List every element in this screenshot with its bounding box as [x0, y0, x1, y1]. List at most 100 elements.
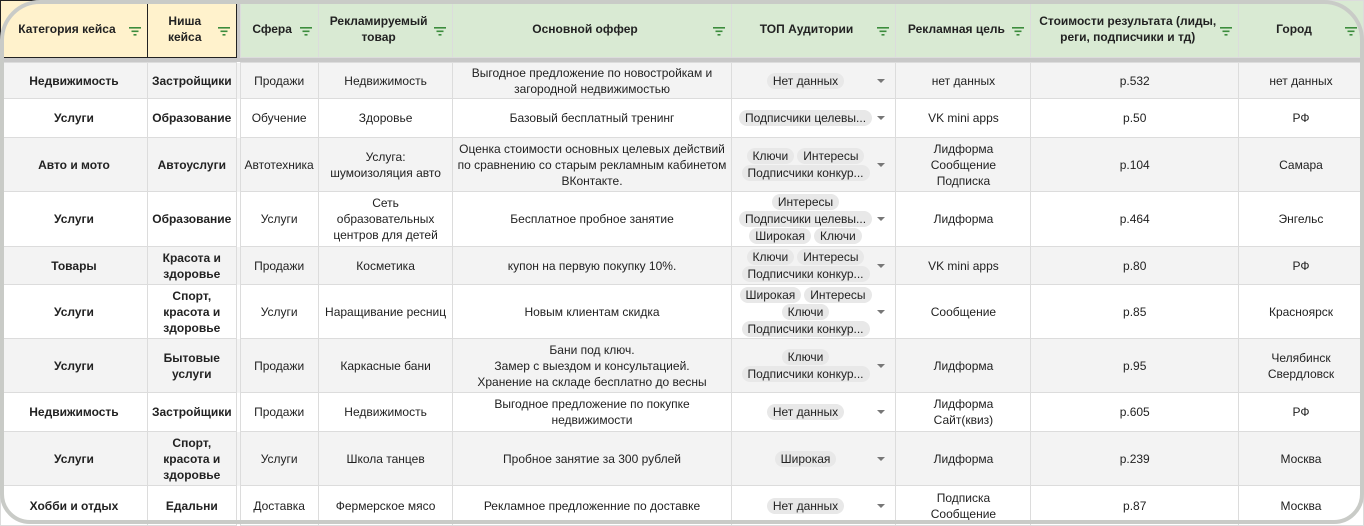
- cell-niche[interactable]: Красота и здоровье: [146, 246, 237, 285]
- cell-product[interactable]: Наращивание ресниц: [317, 284, 454, 339]
- cell-category[interactable]: Услуги: [0, 284, 148, 339]
- cell-cost[interactable]: р.85: [1030, 284, 1239, 339]
- column-header-goal[interactable]: Рекламная цель: [895, 0, 1032, 58]
- cell-offer[interactable]: Новым клиентам скидка: [452, 284, 732, 339]
- filter-icon[interactable]: [128, 24, 141, 36]
- cell-sphere[interactable]: Продажи: [239, 338, 319, 393]
- dropdown-arrow-icon[interactable]: [877, 217, 886, 221]
- cell-sphere[interactable]: Услуги: [239, 191, 319, 247]
- cell-offer[interactable]: Пробное занятие за 300 рублей: [452, 431, 732, 486]
- cell-offer[interactable]: Бани под ключ. Замер с выездом и консуль…: [452, 338, 732, 393]
- filter-icon[interactable]: [434, 24, 447, 36]
- cell-category[interactable]: Услуги: [0, 338, 148, 393]
- dropdown-arrow-icon[interactable]: [877, 410, 886, 414]
- cell-product[interactable]: Недвижимость: [317, 62, 454, 99]
- column-header-cost[interactable]: Стоимости результата (лиды, реги, подпис…: [1030, 0, 1239, 58]
- cell-category[interactable]: Услуги: [0, 98, 148, 138]
- cell-niche[interactable]: Едальни: [146, 485, 237, 526]
- cell-offer[interactable]: Базовый бесплатный тренинг: [452, 98, 732, 138]
- cell-offer[interactable]: Оценка стоимости основных целевых действ…: [452, 137, 732, 192]
- cell-cost[interactable]: р.95: [1030, 338, 1239, 393]
- cell-category[interactable]: Товары: [0, 246, 148, 285]
- cell-city[interactable]: Энгельс: [1237, 191, 1364, 247]
- cell-audiences[interactable]: Ключи Интересы Подписчики конкур...: [730, 137, 897, 192]
- cell-sphere[interactable]: Услуги: [239, 284, 319, 339]
- column-header-city[interactable]: Город: [1237, 0, 1364, 58]
- cell-sphere[interactable]: Обучение: [239, 98, 319, 138]
- cell-category[interactable]: Недвижимость: [0, 392, 148, 432]
- cell-goal[interactable]: Лидформа: [895, 431, 1032, 486]
- dropdown-arrow-icon[interactable]: [877, 309, 886, 314]
- cell-niche[interactable]: Спорт, красота и здоровье: [146, 431, 237, 486]
- cell-city[interactable]: РФ: [1237, 392, 1364, 432]
- cell-product[interactable]: Фермерское мясо: [317, 485, 454, 526]
- column-header-sphere[interactable]: Сфера: [239, 0, 319, 58]
- cell-niche[interactable]: Застройщики: [146, 62, 237, 99]
- cell-audiences[interactable]: Нет данных: [730, 485, 897, 526]
- cell-niche[interactable]: Застройщики: [146, 392, 237, 432]
- cell-goal[interactable]: Лидформа Сообщение Подписка: [895, 137, 1032, 192]
- cell-goal[interactable]: Лидформа Сайт(квиз): [895, 392, 1032, 432]
- cell-goal[interactable]: Лидформа: [895, 191, 1032, 247]
- cell-niche[interactable]: Спорт, красота и здоровье: [146, 284, 237, 339]
- cell-audiences[interactable]: Ключи Подписчики конкур...: [730, 338, 897, 393]
- cell-city[interactable]: Самара: [1237, 137, 1364, 192]
- cell-sphere[interactable]: Автотехника: [239, 137, 319, 192]
- cell-product[interactable]: Недвижимость: [317, 392, 454, 432]
- filter-icon[interactable]: [1345, 24, 1357, 36]
- cell-offer[interactable]: Бесплатное пробное занятие: [452, 191, 732, 247]
- cell-category[interactable]: Услуги: [0, 191, 148, 247]
- cell-city[interactable]: Челябинск Свердловск: [1237, 338, 1364, 393]
- cell-niche[interactable]: Образование: [146, 98, 237, 138]
- cell-product[interactable]: Сеть образовательных центров для детей: [317, 191, 454, 247]
- filter-icon[interactable]: [877, 24, 890, 36]
- column-header-product[interactable]: Рекламируемый товар: [317, 0, 454, 58]
- dropdown-arrow-icon[interactable]: [877, 503, 886, 508]
- filter-icon[interactable]: [1219, 24, 1232, 36]
- cell-category[interactable]: Хобби и отдых: [0, 485, 148, 526]
- filter-icon[interactable]: [217, 24, 230, 36]
- filter-icon[interactable]: [1012, 24, 1025, 36]
- column-header-audiences[interactable]: ТОП Аудитории: [730, 0, 897, 58]
- filter-icon[interactable]: [299, 24, 312, 36]
- cell-goal[interactable]: нет данных: [895, 62, 1032, 99]
- cell-goal[interactable]: VK mini apps: [895, 98, 1032, 138]
- cell-cost[interactable]: р.87: [1030, 485, 1239, 526]
- cell-product[interactable]: Каркасные бани: [317, 338, 454, 393]
- cell-audiences[interactable]: Ключи Интересы Подписчики конкур...: [730, 246, 897, 285]
- cell-sphere[interactable]: Услуги: [239, 431, 319, 486]
- cell-city[interactable]: Москва: [1237, 431, 1364, 486]
- dropdown-arrow-icon[interactable]: [877, 263, 886, 268]
- cell-audiences[interactable]: Интересы Подписчики целевы... Широкая Ключи: [730, 191, 897, 247]
- cell-offer[interactable]: Рекламное предложенние по доставке: [452, 485, 732, 526]
- cell-audiences[interactable]: Широкая Интересы Ключи Подписчики конкур...: [730, 284, 897, 339]
- column-header-offer[interactable]: Основной оффер: [452, 0, 732, 58]
- cell-cost[interactable]: р.50: [1030, 98, 1239, 138]
- cell-cost[interactable]: р.80: [1030, 246, 1239, 285]
- cell-sphere[interactable]: Продажи: [239, 62, 319, 99]
- cell-city[interactable]: нет данных: [1237, 62, 1364, 99]
- cell-sphere[interactable]: Доставка: [239, 485, 319, 526]
- cell-goal[interactable]: VK mini apps: [895, 246, 1032, 285]
- cell-category[interactable]: Авто и мото: [0, 137, 148, 192]
- dropdown-arrow-icon[interactable]: [877, 162, 886, 167]
- cell-cost[interactable]: р.239: [1030, 431, 1239, 486]
- cell-sphere[interactable]: Продажи: [239, 392, 319, 432]
- cell-cost[interactable]: р.104: [1030, 137, 1239, 192]
- cell-product[interactable]: Услуга: шумоизоляция авто: [317, 137, 454, 192]
- filter-icon[interactable]: [712, 24, 725, 36]
- cell-product[interactable]: Здоровье: [317, 98, 454, 138]
- cell-category[interactable]: Недвижимость: [0, 62, 148, 99]
- dropdown-arrow-icon[interactable]: [877, 363, 886, 368]
- cell-offer[interactable]: купон на первую покупку 10%.: [452, 246, 732, 285]
- cell-niche[interactable]: Автоуслуги: [146, 137, 237, 192]
- cell-audiences[interactable]: Нет данных: [730, 62, 897, 99]
- cell-goal[interactable]: Подписка Сообщение: [895, 485, 1032, 526]
- cell-city[interactable]: РФ: [1237, 98, 1364, 138]
- cell-niche[interactable]: Образование: [146, 191, 237, 247]
- cell-audiences[interactable]: Широкая: [730, 431, 897, 486]
- dropdown-arrow-icon[interactable]: [877, 116, 886, 120]
- cell-audiences[interactable]: Нет данных: [730, 392, 897, 432]
- cell-city[interactable]: Красноярск: [1237, 284, 1364, 339]
- dropdown-arrow-icon[interactable]: [877, 456, 886, 461]
